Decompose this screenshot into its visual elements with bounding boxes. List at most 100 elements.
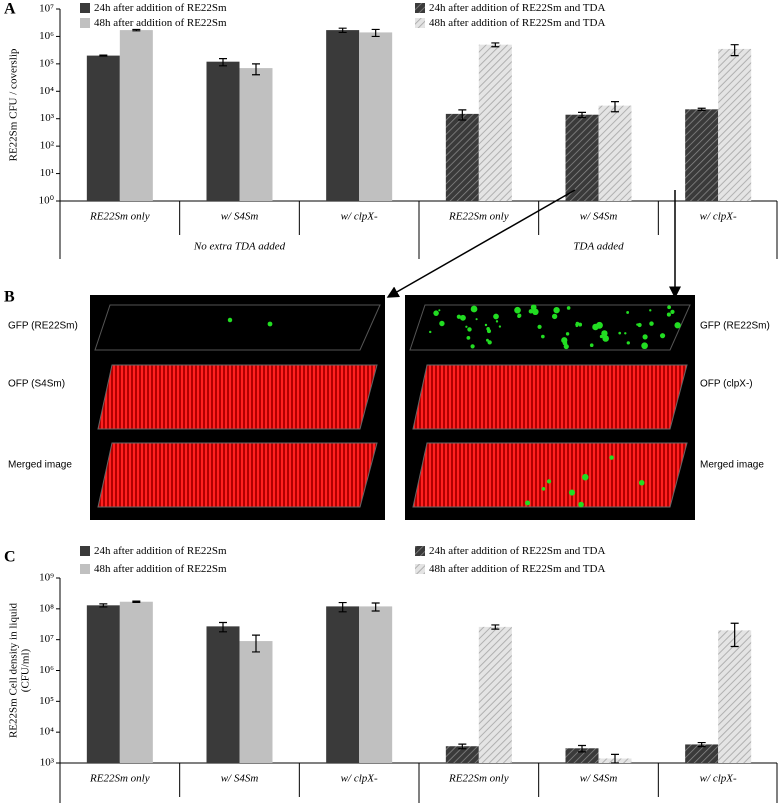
green-signal — [541, 334, 545, 339]
legend-swatch — [80, 564, 90, 574]
green-signal — [609, 455, 614, 460]
legend-label: 24h after addition of RE22Sm — [94, 2, 227, 14]
bar — [359, 32, 393, 201]
bar — [685, 744, 719, 763]
green-signal — [267, 321, 273, 327]
bar — [239, 68, 273, 201]
green-signal — [666, 312, 671, 317]
bar — [326, 30, 360, 202]
red-signal — [97, 364, 378, 430]
green-signal — [514, 306, 521, 314]
error-bar — [730, 622, 739, 648]
panel-letter: B — [4, 289, 15, 306]
green-signal — [439, 320, 445, 327]
green-signal — [487, 340, 492, 345]
y-axis-label: RE22Sm CFU / coverslip — [8, 48, 20, 161]
error-bar — [458, 743, 467, 750]
green-signal — [475, 318, 478, 321]
y-tick-label: 10¹ — [40, 167, 54, 179]
x-tick-label: w/ S4Sm — [221, 211, 259, 223]
y-tick-label: 10⁴ — [39, 726, 54, 738]
bar — [478, 626, 512, 763]
green-signal — [589, 343, 594, 348]
green-signal — [582, 473, 589, 481]
green-signal — [601, 330, 608, 337]
green-signal — [537, 324, 542, 329]
bar — [119, 30, 153, 202]
green-signal — [470, 344, 475, 349]
bar — [565, 748, 599, 763]
bar — [718, 630, 752, 763]
chart-a: A RE22Sm CFU / coverslip 10⁰ 10¹ 10² 10³ 10⁴ 10… — [4, 1, 778, 259]
y-tick-label: 10⁵ — [39, 57, 54, 69]
legend-swatch — [415, 3, 425, 13]
green-signal — [484, 323, 488, 327]
green-signal — [642, 334, 648, 340]
green-signal — [486, 338, 489, 342]
y-tick-label: 10⁷ — [39, 633, 54, 645]
error-bar — [697, 107, 706, 112]
bar — [359, 606, 393, 763]
x-tick-label: w/ clpX- — [700, 773, 737, 785]
green-signal — [637, 322, 642, 328]
green-signal — [565, 332, 570, 336]
error-bar — [132, 600, 141, 603]
error-bar — [371, 28, 380, 38]
green-signal — [659, 333, 666, 339]
error-bar — [99, 603, 108, 608]
legend-swatch — [80, 18, 90, 28]
legend-label: 24h after addition of RE22Sm and TDA — [429, 2, 605, 14]
x-tick-label: w/ clpX- — [700, 211, 737, 223]
frame — [409, 304, 691, 351]
bar — [86, 55, 120, 202]
bar — [445, 746, 479, 763]
green-signal — [575, 324, 579, 328]
x-tick-label: RE22Sm only — [89, 211, 150, 223]
y-tick-label: 10³ — [40, 757, 55, 769]
y-tick-label: 10⁶ — [39, 664, 54, 676]
green-signal — [532, 308, 539, 316]
legend-label: 48h after addition of RE22Sm and TDA — [429, 17, 605, 29]
group-label: No extra TDA added — [193, 241, 286, 253]
image-label: Merged image — [700, 460, 764, 471]
legend-swatch — [415, 564, 425, 574]
green-signal — [525, 500, 531, 506]
green-signal — [568, 489, 576, 496]
green-signal — [674, 322, 681, 329]
x-tick-label: w/ S4Sm — [580, 211, 618, 223]
bar — [206, 626, 240, 763]
green-signal — [638, 479, 645, 486]
bar — [478, 44, 512, 201]
error-bar — [371, 602, 380, 612]
error-bar — [730, 44, 739, 57]
y-axis-label: RE22Sm Cell density in liquid — [8, 602, 20, 738]
bar — [206, 61, 240, 201]
green-signal — [467, 327, 472, 332]
y-tick-label: 10⁷ — [39, 3, 54, 15]
green-signal — [649, 321, 654, 326]
chart-c: C RE22Sm Cell density in liquid (CFU/ml) 10… — [4, 545, 778, 803]
legend-swatch — [415, 546, 425, 556]
y-tick-label: 10⁸ — [39, 602, 54, 614]
error-bar — [491, 624, 500, 630]
bar — [565, 114, 599, 201]
green-signal — [596, 321, 603, 329]
image-label: OFP (S4Sm) — [8, 379, 65, 390]
green-signal — [487, 329, 492, 334]
y-tick-label: 10² — [40, 140, 55, 152]
image-label: GFP (RE22Sm) — [8, 321, 78, 332]
bar — [86, 605, 120, 763]
bar — [718, 48, 752, 201]
legend-label: 48h after addition of RE22Sm — [94, 563, 227, 575]
error-bar — [219, 621, 227, 633]
legend-swatch — [415, 18, 425, 28]
green-signal — [667, 305, 672, 310]
panel-letter: C — [4, 549, 16, 566]
green-signal — [493, 313, 499, 320]
green-signal — [528, 309, 534, 314]
green-signal — [465, 325, 468, 328]
red-signal — [412, 364, 688, 430]
y-tick-label: 10³ — [40, 112, 55, 124]
x-tick-label: RE22Sm only — [448, 773, 509, 785]
